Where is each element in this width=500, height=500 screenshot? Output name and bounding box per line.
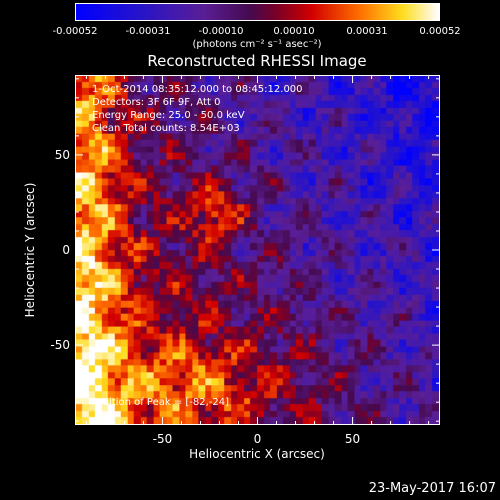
- plot-area: [75, 75, 440, 425]
- annotation-time-range: 1-Oct-2014 08:35:12.000 to 08:45:12.000: [92, 84, 303, 95]
- colorbar-units: (photons cm⁻² s⁻¹ asec⁻²): [192, 39, 322, 50]
- y-axis-label: Heliocentric Y (arcsec): [23, 182, 37, 318]
- annotation-detectors: Detectors: 3F 6F 9F, Att 0: [92, 97, 221, 108]
- footer-timestamp: 23-May-2017 16:07: [368, 481, 496, 496]
- annotation-total-counts: Clean Total counts: 8.54E+03: [92, 123, 240, 134]
- colorbar-tick-label: 0.00031: [346, 26, 388, 37]
- x-axis-label: Heliocentric X (arcsec): [189, 447, 325, 461]
- peak-position-label: Position of Peak = [-82,-24]: [92, 397, 230, 408]
- x-tick-label: 50: [344, 432, 361, 446]
- colorbar-tick-label: 0.00052: [419, 26, 461, 37]
- colorbar: [75, 3, 440, 21]
- heatmap-image: [76, 76, 439, 424]
- colorbar-tick-label: -0.00010: [198, 26, 244, 37]
- x-tick-label: -50: [152, 432, 173, 446]
- colorbar-gradient: [76, 4, 439, 20]
- y-tick-label: 50: [54, 147, 70, 162]
- colorbar-tick-label: -0.00031: [125, 26, 171, 37]
- chart-title: Reconstructed RHESSI Image: [147, 52, 367, 70]
- x-tick-label: 0: [253, 432, 262, 446]
- colorbar-tick-label: -0.00052: [52, 26, 98, 37]
- y-tick-label: 0: [62, 243, 70, 257]
- colorbar-tick-label: 0.00010: [273, 26, 315, 37]
- y-tick-label: -50: [50, 338, 70, 353]
- annotation-energy-range: Energy Range: 25.0 - 50.0 keV: [92, 110, 245, 121]
